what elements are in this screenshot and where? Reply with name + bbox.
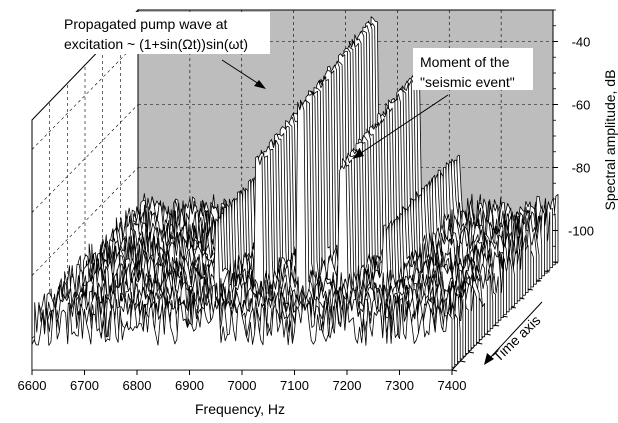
time-tick bbox=[460, 360, 466, 363]
annotation-event-line-1: Moment of the bbox=[420, 54, 510, 70]
z-axis-title: Spectral amplitude, dB bbox=[602, 70, 618, 211]
time-tick bbox=[527, 288, 533, 291]
side-gridline bbox=[31, 41, 139, 150]
time-tick bbox=[493, 324, 500, 327]
time-tick bbox=[536, 279, 542, 282]
time-axis-arrowhead bbox=[484, 353, 494, 365]
time-tick bbox=[451, 369, 458, 372]
z-tick-label: -100 bbox=[568, 224, 594, 239]
x-tick-label: 6900 bbox=[175, 378, 204, 393]
z-tick-label: -80 bbox=[572, 161, 591, 176]
time-tick bbox=[485, 333, 491, 336]
x-axis-title: Frequency, Hz bbox=[195, 401, 285, 417]
annotation-event-line-2: "seismic event" bbox=[420, 74, 515, 90]
annotation-pump-wave: Propagated pump wave at excitation ~ (1+… bbox=[58, 12, 270, 54]
seismic-event-arrow bbox=[357, 94, 449, 156]
z-tick-label: -40 bbox=[572, 35, 591, 50]
time-tick bbox=[502, 315, 508, 318]
x-tick-label: 6700 bbox=[70, 378, 99, 393]
x-tick-label: 6600 bbox=[18, 378, 47, 393]
spectrum-trace bbox=[31, 301, 453, 371]
z-tick-label: -60 bbox=[572, 98, 591, 113]
chart-axes: 6600 6700 6800 6900 7000 7100 7200 7300 7400 -40 -… bbox=[18, 9, 594, 393]
seismic-event-arrowhead bbox=[352, 149, 364, 159]
time-tick bbox=[519, 297, 525, 300]
side-gridline bbox=[31, 167, 139, 276]
pump-wave-arrow bbox=[221, 59, 263, 87]
x-tick-label: 7400 bbox=[438, 378, 467, 393]
x-tick-label: 7100 bbox=[280, 378, 309, 393]
time-tick bbox=[544, 270, 550, 273]
x-tick-label: 7000 bbox=[228, 378, 257, 393]
annotation-arrows bbox=[221, 59, 543, 365]
time-tick bbox=[468, 351, 474, 354]
x-tick-label: 7300 bbox=[385, 378, 414, 393]
side-wall-outline bbox=[31, 8, 139, 370]
time-tick bbox=[510, 306, 517, 309]
spectrum-traces bbox=[31, 16, 559, 371]
time-tick bbox=[477, 342, 483, 345]
x-tick-label: 7200 bbox=[333, 378, 362, 393]
pump-wave-arrowhead bbox=[254, 80, 266, 89]
annotation-pump-line-1: Propagated pump wave at bbox=[64, 16, 228, 32]
annotation-pump-line-2: excitation ~ (1+sin(Ωt))sin(ωt) bbox=[64, 36, 248, 52]
time-axis-arrow bbox=[487, 301, 543, 361]
annotation-seismic-event: Moment of the "seismic event" bbox=[413, 48, 533, 90]
x-tick-label: 6800 bbox=[123, 378, 152, 393]
